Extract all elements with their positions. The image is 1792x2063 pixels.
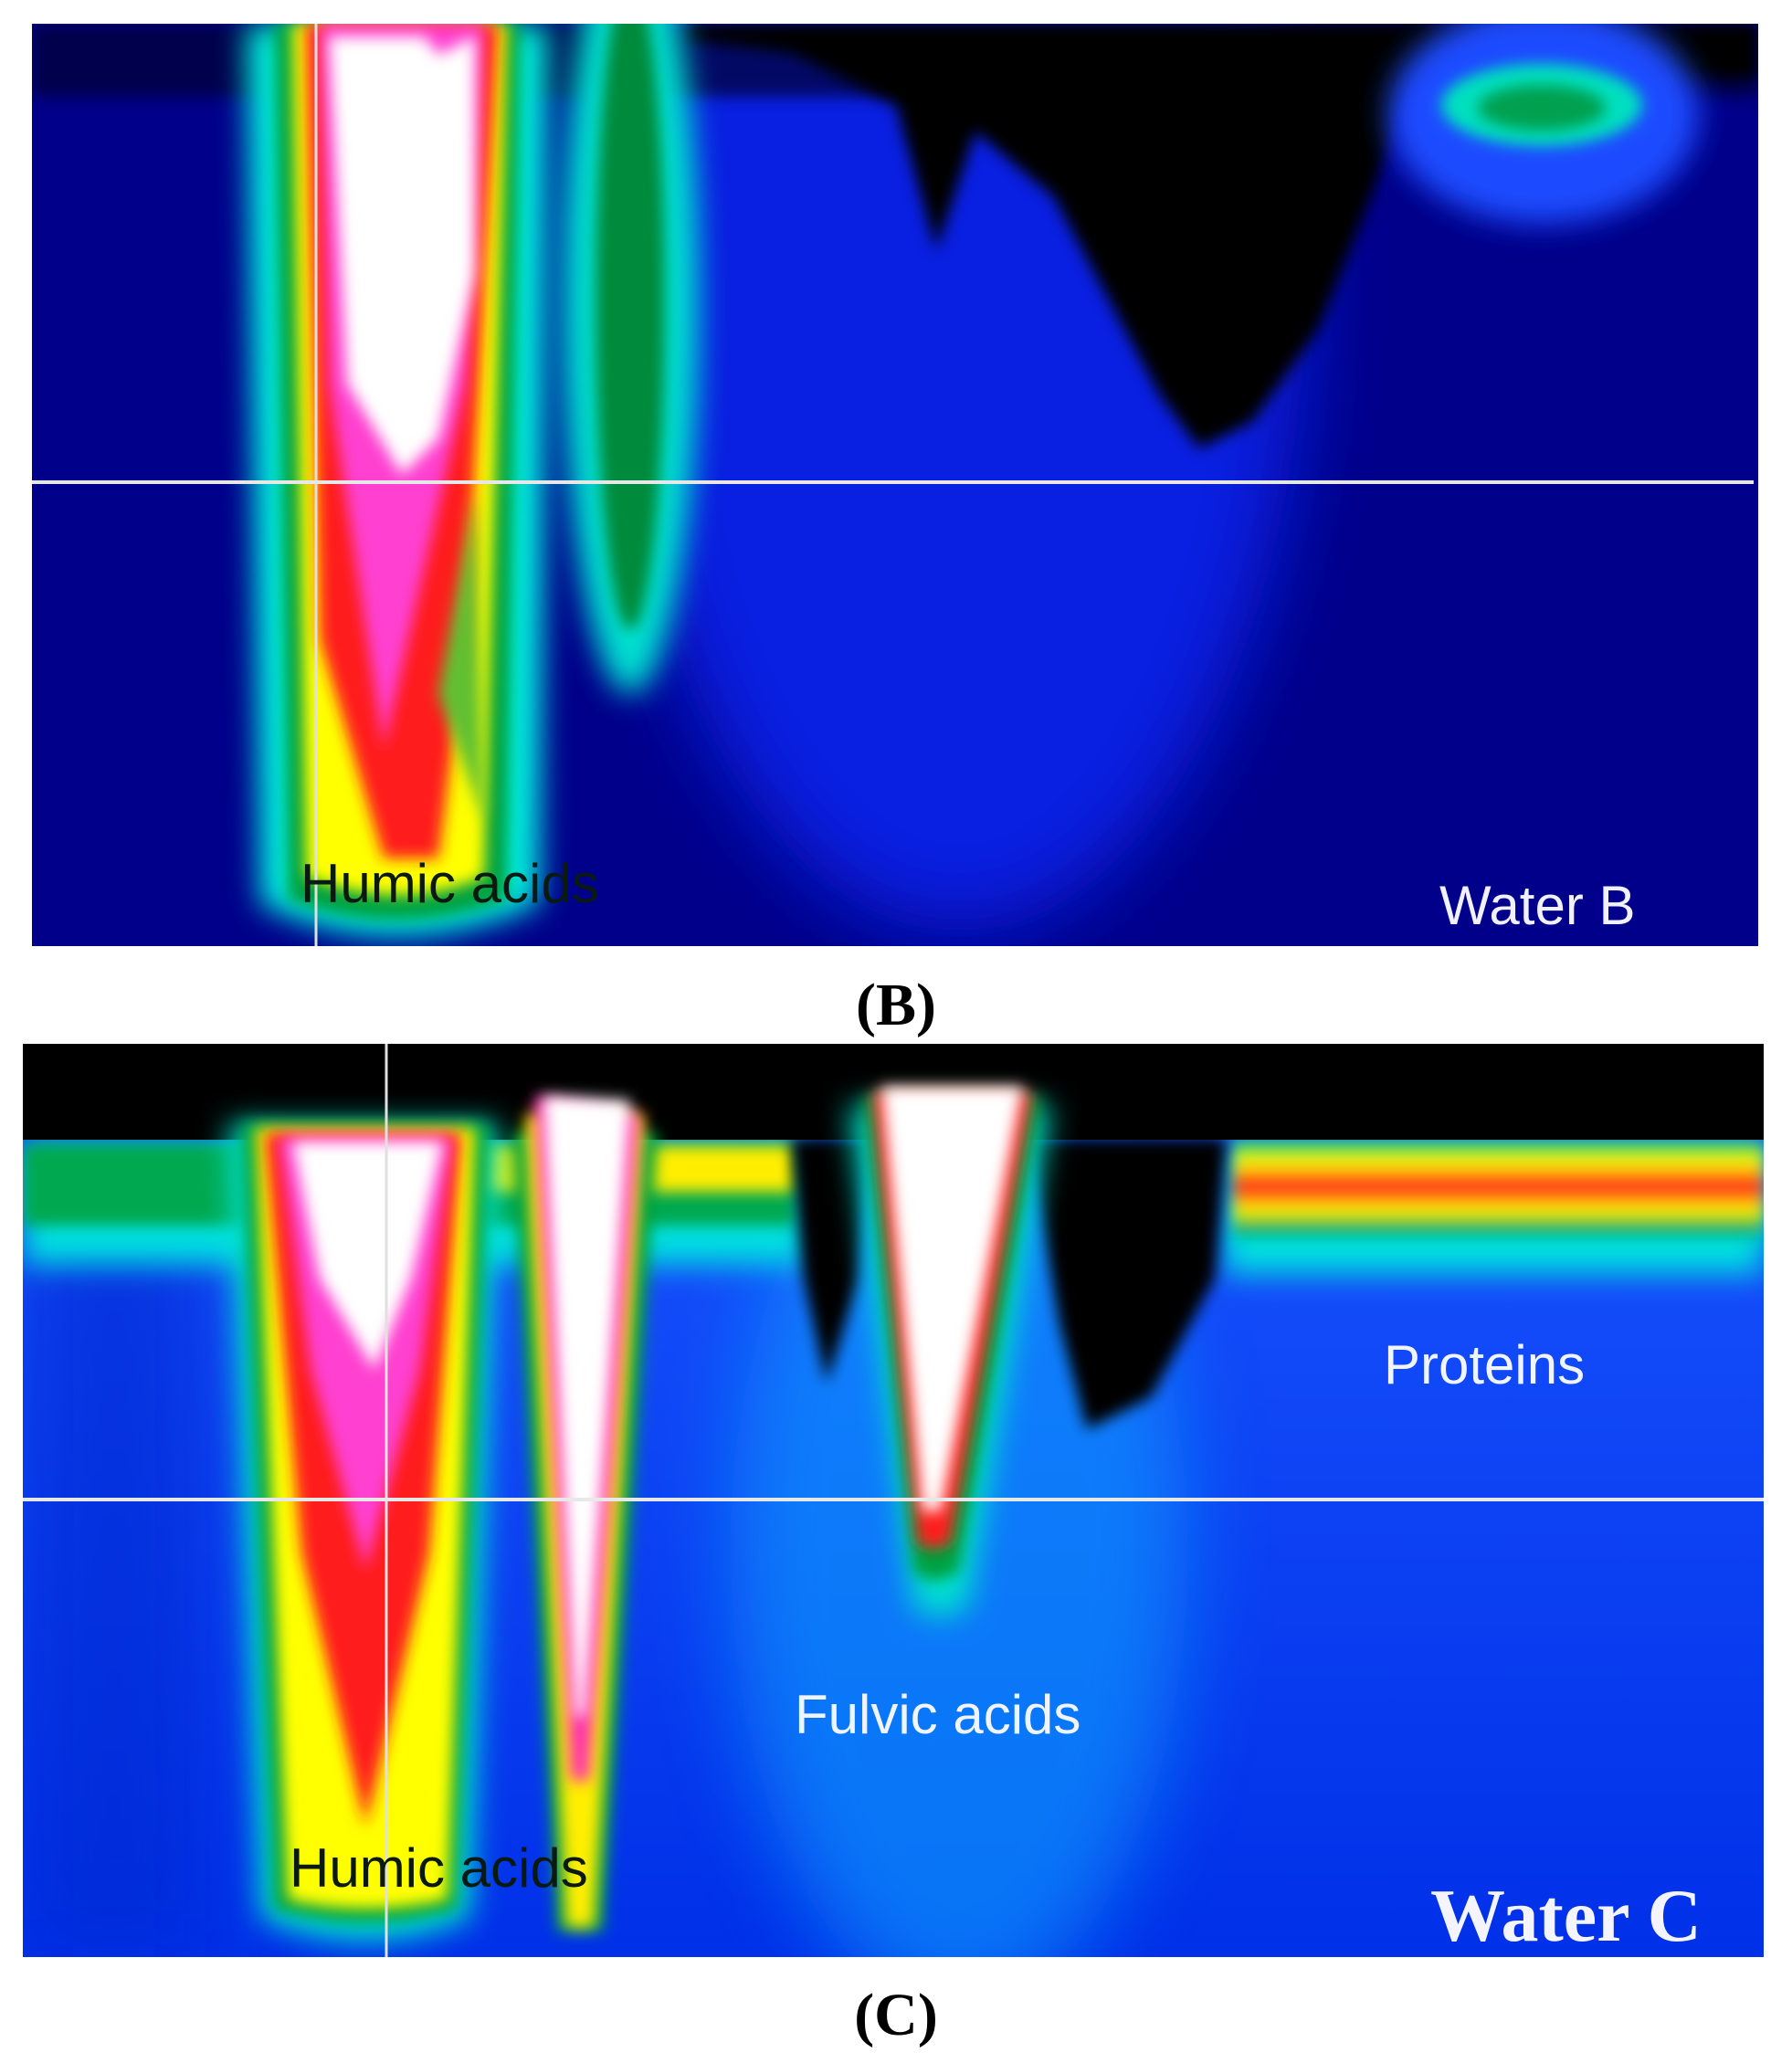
annotation: Water B <box>1439 875 1635 936</box>
panel-label: (B) <box>856 972 936 1038</box>
panel-c-image: Proteins Fulvic acids Humic acids Water … <box>23 1044 1764 1957</box>
annotation: Proteins <box>1384 1334 1585 1395</box>
annotation: Fulvic acids <box>795 1684 1080 1745</box>
annotation: Water C <box>1430 1874 1702 1957</box>
annotation: Humic acids <box>290 1837 588 1899</box>
annotation: Humic acids <box>300 853 599 914</box>
panel-label: (C) <box>854 1982 938 2048</box>
panel-b-image: Humic acids Water B <box>32 24 1758 946</box>
